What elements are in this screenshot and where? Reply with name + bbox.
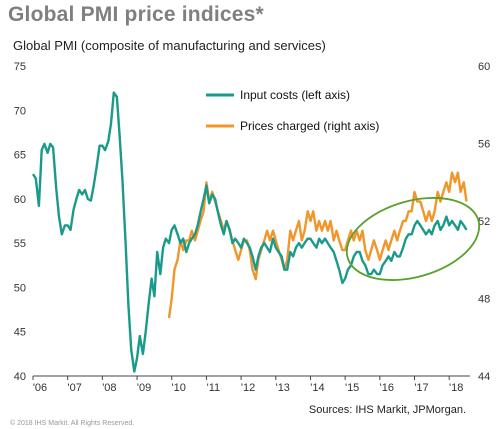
copyright-note: © 2018 IHS Markit. All Rights Reserved. xyxy=(10,420,135,427)
x-tick-label: '06 xyxy=(33,382,47,394)
y-left-tick-label: 70 xyxy=(14,105,26,117)
y-left-tick-label: 50 xyxy=(14,282,26,294)
series-line-input-costs xyxy=(31,91,468,373)
y-right-tick-label: 44 xyxy=(478,371,490,383)
y-left-tick-label: 60 xyxy=(14,194,26,206)
y-left-tick-label: 55 xyxy=(14,238,26,250)
chart-series xyxy=(31,91,468,373)
legend-label-prices: Prices charged (right axis) xyxy=(240,119,379,133)
y-left-tick-label: 45 xyxy=(14,327,26,339)
x-tick-label: '16 xyxy=(380,382,394,394)
chart-axes: 40 45 50 55 60 65 70 75 44 48 52 56 60 '06 '07 '08 '09 '1… xyxy=(14,61,491,394)
x-tick-label: '13 xyxy=(276,382,290,394)
x-tick-label: '14 xyxy=(310,382,324,394)
y-left-tick-label: 75 xyxy=(14,61,26,73)
chart-title: Global PMI price indices* xyxy=(8,3,264,26)
x-tick-label: '09 xyxy=(137,382,151,394)
y-right-tick-label: 56 xyxy=(478,139,490,151)
x-tick-label: '15 xyxy=(345,382,359,394)
x-tick-label: '17 xyxy=(414,382,428,394)
y-right-tick-label: 48 xyxy=(478,294,490,306)
x-tick-label: '10 xyxy=(172,382,186,394)
x-tick-label: '07 xyxy=(68,382,82,394)
y-left-tick-label: 65 xyxy=(14,150,26,162)
y-right-tick-label: 60 xyxy=(478,61,490,73)
y-right-tick-label: 52 xyxy=(478,216,490,228)
x-tick-label: '08 xyxy=(102,382,116,394)
chart-subtitle: Global PMI (composite of manufacturing a… xyxy=(13,38,326,53)
x-tick-label: '18 xyxy=(449,382,463,394)
y-left-tick-label: 40 xyxy=(14,371,26,383)
legend-label-input: Input costs (left axis) xyxy=(240,88,350,102)
chart-legend: Input costs (left axis) Prices charged (… xyxy=(206,88,379,133)
highlight-ellipse xyxy=(345,197,481,281)
x-tick-label: '11 xyxy=(207,382,221,394)
source-note: Sources: IHS Markit, JPMorgan. xyxy=(308,404,466,416)
x-tick-label: '12 xyxy=(241,382,255,394)
